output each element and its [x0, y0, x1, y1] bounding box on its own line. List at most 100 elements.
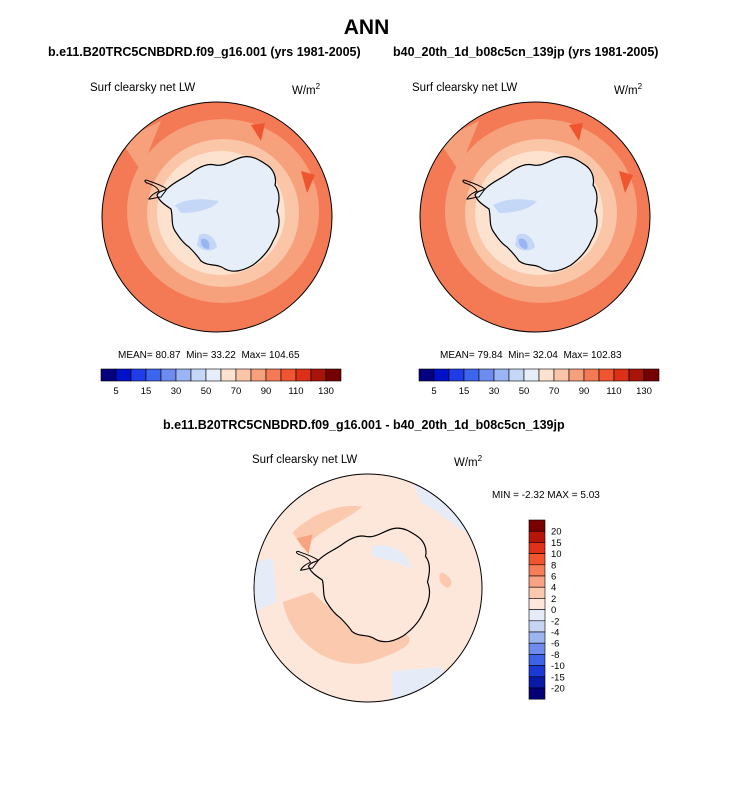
colorbar-swatch: [448, 368, 465, 382]
colorbar-swatch: [145, 368, 162, 382]
colorbar-swatch: [418, 368, 435, 382]
colorbar-tick-label: 70: [231, 386, 242, 397]
colorbar-tick-label: 110: [606, 386, 621, 397]
ocean-patch: [439, 121, 479, 171]
colorbar-swatch: [528, 564, 546, 577]
colorbar-tick-label: -10: [551, 661, 565, 672]
map-border: [419, 101, 651, 333]
colorbar-swatch: [250, 368, 267, 382]
warm-patch: [301, 171, 315, 193]
panel2-polar-map: [419, 101, 651, 333]
colorbar-tick-label: 15: [551, 538, 562, 549]
colorbar-swatch: [598, 368, 615, 382]
colorbar-tick-label: 5: [431, 386, 436, 397]
warm-patch: [251, 123, 265, 141]
panel2-units: W/m2: [614, 82, 643, 97]
colorbar-swatch: [130, 368, 147, 382]
colorbar-swatch: [528, 598, 546, 610]
colorbar-swatch: [478, 368, 495, 382]
colorbar-swatch: [528, 631, 546, 644]
colorbar-swatch: [643, 368, 660, 382]
colorbar-swatch: [613, 368, 630, 382]
colorbar-swatch: [528, 609, 546, 622]
antarctica-coastline: [474, 156, 598, 272]
colorbar-swatch: [628, 368, 645, 382]
colorbar-swatch: [523, 368, 540, 382]
colorbar-swatch: [220, 368, 237, 382]
colorbar-swatch: [528, 654, 546, 666]
ice-cold-region: [175, 199, 219, 213]
colorbar-tick-label: -20: [551, 684, 565, 695]
colorbar-tick-label: 70: [549, 386, 560, 397]
diff-positive-area: [439, 572, 452, 588]
colorbar-tick-label: 30: [171, 386, 182, 397]
colorbar-swatch: [528, 519, 546, 532]
colorbar-tick-label: 10: [551, 549, 562, 560]
diff-minmax: MIN = -2.32 MAX = 5.03: [492, 490, 600, 501]
antarctica-coastline: [307, 527, 431, 643]
colorbar-tick-label: 4: [551, 583, 556, 594]
diff-case-title: b.e11.B20TRC5CNBDRD.f09_g16.001 - b40_20…: [163, 418, 565, 432]
ice-coldest-region: [518, 238, 528, 249]
colorbar-tick-label: 0: [551, 605, 556, 616]
colorbar-swatch: [568, 368, 585, 382]
peninsula-coastline: [462, 179, 486, 200]
diff-variable-label: Surf clearsky net LW: [252, 454, 358, 466]
colorbar-swatch: [528, 620, 546, 633]
colorbar-tick-label: 50: [201, 386, 212, 397]
colorbar-swatch: [538, 368, 555, 382]
ocean-patch: [121, 121, 161, 171]
ice-cold-region: [493, 199, 537, 213]
colorbar-tick-label: 5: [113, 386, 118, 397]
colorbar-tick-label: -4: [551, 628, 559, 639]
colorbar-swatch: [325, 368, 342, 382]
colorbar-tick-label: 15: [141, 386, 152, 397]
colorbar-tick-label: -8: [551, 650, 559, 661]
peninsula-coastline: [144, 179, 168, 200]
colorbar-swatch: [190, 368, 207, 382]
panel1-colorbar: 5 15 30 50 70 90 110 130: [100, 368, 342, 397]
diff-negative-area: [253, 558, 277, 612]
panel1-case-title: b.e11.B20TRC5CNBDRD.f09_g16.001 (yrs 198…: [48, 45, 361, 59]
colorbar-swatch: [528, 687, 546, 700]
colorbar-swatch: [295, 368, 312, 382]
diff-positive-area: [282, 591, 410, 664]
colorbar-swatch: [235, 368, 252, 382]
colorbar-swatch: [528, 586, 546, 599]
colorbar-swatch: [528, 665, 546, 678]
map-border: [253, 473, 483, 703]
colorbar-tick-label: 2: [551, 594, 556, 605]
colorbar-tick-label: 30: [489, 386, 500, 397]
colorbar-swatch: [508, 368, 525, 382]
warm-patch: [619, 171, 633, 193]
colorbar-tick-label: 90: [261, 386, 272, 397]
colorbar-swatch: [433, 368, 450, 382]
colorbar-swatch: [280, 368, 297, 382]
colorbar-swatch: [583, 368, 600, 382]
panel2-colorbar: 5 15 30 50 70 90 110 130: [418, 368, 660, 397]
colorbar-swatch: [553, 368, 570, 382]
colorbar-tick-label: 50: [519, 386, 530, 397]
colorbar-tick-label: 90: [579, 386, 590, 397]
colorbar-swatch: [310, 368, 327, 382]
colorbar-swatch: [528, 642, 546, 655]
colorbar-swatch: [100, 368, 117, 382]
warm-patch: [569, 123, 583, 141]
map-border: [101, 101, 333, 333]
panel2-stats: MEAN= 79.84 Min= 32.04 Max= 102.83: [440, 350, 622, 361]
panel1-units: W/m2: [292, 82, 321, 97]
colorbar-tick-label: 110: [288, 386, 303, 397]
colorbar-tick-label: 6: [551, 572, 556, 583]
antarctica-ice: [475, 156, 598, 272]
colorbar-swatch: [265, 368, 282, 382]
diff-negative-area: [371, 545, 412, 569]
colorbar-tick-label: 20: [551, 527, 562, 538]
colorbar-tick-label: -2: [551, 616, 559, 627]
diff-units: W/m2: [454, 454, 483, 469]
main-title: ANN: [343, 16, 390, 39]
colorbar-swatch: [528, 553, 546, 566]
ice-coldest-region: [200, 238, 210, 249]
panel1-stats: MEAN= 80.87 Min= 33.22 Max= 104.65: [118, 350, 300, 361]
colorbar-tick-label: 130: [636, 386, 652, 397]
